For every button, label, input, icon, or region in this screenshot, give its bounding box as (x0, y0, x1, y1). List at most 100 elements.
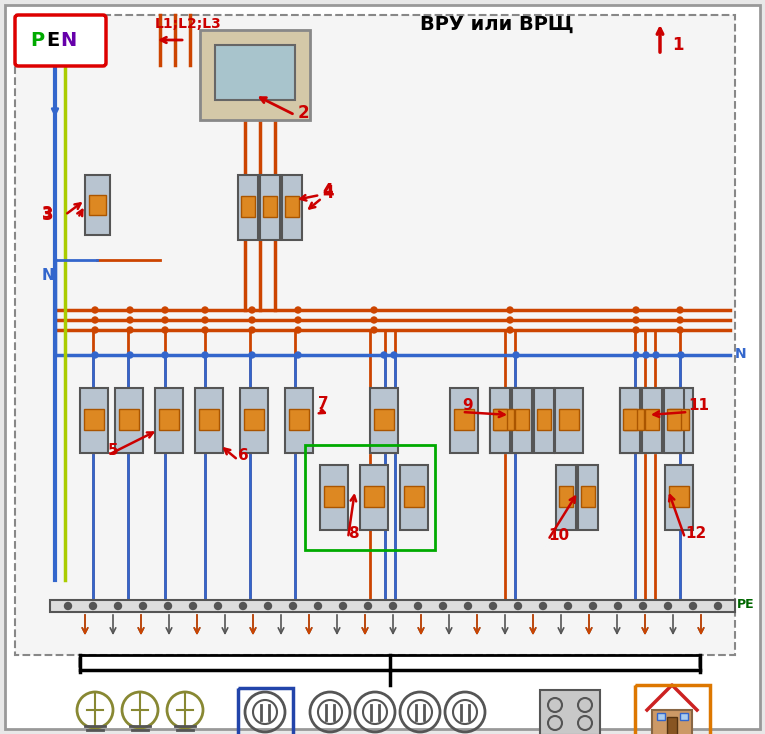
Circle shape (127, 327, 133, 333)
Circle shape (239, 603, 246, 609)
Bar (155, 388, 183, 453)
Bar (360, 465, 388, 530)
Text: 10: 10 (548, 528, 569, 543)
Circle shape (371, 317, 377, 323)
Circle shape (689, 603, 696, 609)
Circle shape (539, 603, 546, 609)
Bar (620, 388, 648, 453)
Bar (555, 388, 583, 453)
Circle shape (92, 327, 98, 333)
Circle shape (677, 307, 683, 313)
Bar (652, 710, 692, 734)
Circle shape (678, 352, 684, 358)
Circle shape (391, 352, 397, 358)
Circle shape (127, 317, 133, 323)
Bar (364, 486, 384, 507)
Text: ВРУ или ВРЩ: ВРУ или ВРЩ (420, 15, 574, 34)
Bar (642, 388, 662, 453)
Circle shape (633, 327, 639, 333)
Circle shape (371, 307, 377, 313)
Text: 2: 2 (298, 104, 310, 122)
Circle shape (295, 307, 301, 313)
Bar (664, 388, 684, 453)
Circle shape (633, 307, 639, 313)
Circle shape (139, 603, 147, 609)
Circle shape (715, 603, 721, 609)
Circle shape (389, 603, 396, 609)
Bar (620, 388, 640, 453)
Circle shape (202, 352, 208, 358)
Text: 6: 6 (238, 448, 249, 463)
Circle shape (162, 352, 168, 358)
Bar (512, 388, 532, 453)
Circle shape (202, 327, 208, 333)
Text: 4: 4 (322, 183, 333, 198)
Circle shape (249, 352, 255, 358)
Text: 4: 4 (322, 184, 334, 202)
Text: N: N (60, 32, 76, 51)
Bar (404, 486, 424, 507)
Bar (559, 409, 579, 430)
Bar (241, 196, 255, 217)
Text: N: N (735, 347, 747, 361)
Bar (80, 388, 108, 453)
Bar (534, 388, 554, 453)
Bar (119, 409, 139, 430)
Circle shape (249, 327, 255, 333)
Bar (374, 409, 394, 430)
Circle shape (115, 603, 122, 609)
Circle shape (249, 307, 255, 313)
Bar (581, 486, 595, 507)
Bar (454, 409, 474, 430)
Text: 7: 7 (318, 396, 329, 411)
Text: P: P (30, 32, 44, 51)
Circle shape (490, 603, 496, 609)
Bar (240, 388, 268, 453)
Circle shape (295, 317, 301, 323)
Bar (285, 388, 313, 453)
Text: 3: 3 (42, 206, 53, 221)
Circle shape (614, 603, 621, 609)
Bar (15, 15, 735, 655)
Bar (115, 388, 143, 453)
Circle shape (92, 352, 98, 358)
Text: E: E (46, 32, 59, 51)
Bar (635, 685, 710, 734)
Circle shape (364, 603, 372, 609)
Bar (263, 196, 277, 217)
Bar (645, 409, 659, 430)
Bar (490, 388, 518, 453)
Circle shape (590, 603, 597, 609)
Bar (680, 713, 688, 720)
Bar (200, 30, 310, 120)
Circle shape (565, 603, 571, 609)
Circle shape (127, 307, 133, 313)
Circle shape (515, 603, 522, 609)
Circle shape (127, 352, 133, 358)
Circle shape (164, 603, 171, 609)
Bar (494, 409, 514, 430)
Circle shape (314, 603, 321, 609)
Bar (215, 45, 295, 100)
Bar (665, 388, 693, 453)
Circle shape (643, 352, 649, 358)
Circle shape (640, 603, 646, 609)
Bar (285, 196, 299, 217)
Circle shape (507, 307, 513, 313)
Circle shape (633, 352, 639, 358)
Circle shape (677, 317, 683, 323)
Bar (89, 195, 106, 215)
Bar (238, 175, 258, 240)
Bar (199, 409, 219, 430)
Bar (244, 409, 264, 430)
Circle shape (162, 327, 168, 333)
Bar (159, 409, 179, 430)
Bar (85, 175, 110, 235)
FancyBboxPatch shape (15, 15, 106, 66)
Circle shape (381, 352, 387, 358)
Bar (669, 409, 689, 430)
Text: 12: 12 (685, 526, 706, 541)
Circle shape (371, 327, 377, 333)
Circle shape (162, 317, 168, 323)
Bar (400, 465, 428, 530)
